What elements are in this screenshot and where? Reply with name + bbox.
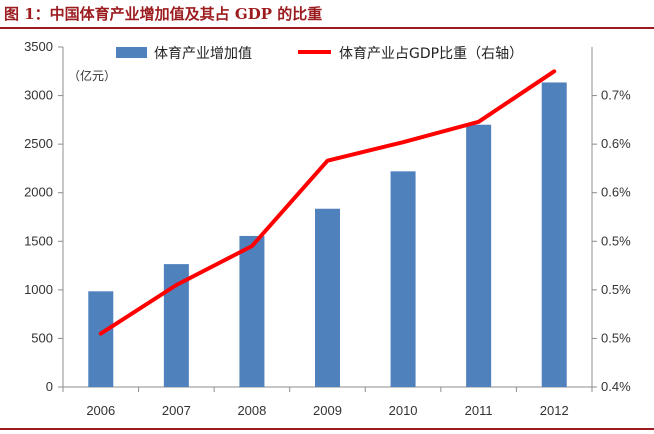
x-tick-label: 2011 [465,403,493,418]
y-right-tick-label: 0.7% [601,88,631,103]
x-tick-label: 2009 [313,403,342,418]
y-left-tick-label: 3000 [24,88,53,103]
y-left-tick-label: 1000 [24,282,53,297]
y-left-tick-label: 2000 [24,185,53,200]
x-tick-label: 2012 [540,403,569,418]
x-tick-label: 2010 [389,403,418,418]
title-divider [0,27,654,29]
y-right-tick-label: 0.6% [601,185,631,200]
y-right-tick-label: 0.4% [601,379,631,394]
y-right-tick-label: 0.5% [601,330,631,345]
bar [466,124,492,387]
legend-bar-swatch [116,47,147,58]
legend-bar-label: 体育产业增加值 [154,46,252,62]
bar [390,171,416,387]
y-left-unit-label: （亿元） [68,68,116,83]
x-tick-label: 2008 [237,403,266,418]
ratio-line [98,69,557,336]
y-left-tick-label: 1500 [24,233,53,248]
legend-line-label: 体育产业占GDP比重（右轴） [339,46,523,62]
x-tick-label: 2007 [162,403,191,418]
bottom-divider [0,428,654,430]
y-left-tick-label: 3500 [24,39,53,54]
y-right-tick-label: 0.6% [601,136,631,151]
y-right-tick-label: 0.5% [601,282,631,297]
y-left-tick-label: 2500 [24,136,53,151]
x-tick-label: 2006 [86,403,115,418]
bar [88,291,114,387]
y-left-tick-label: 0 [46,379,53,394]
bar [315,208,340,387]
figure-title: 图 1：中国体育产业增加值及其占 GDP 的比重 [4,5,323,23]
bar [541,82,567,387]
y-left-tick-label: 500 [31,330,53,345]
y-right-tick-label: 0.5% [601,233,631,248]
bar [239,235,265,387]
